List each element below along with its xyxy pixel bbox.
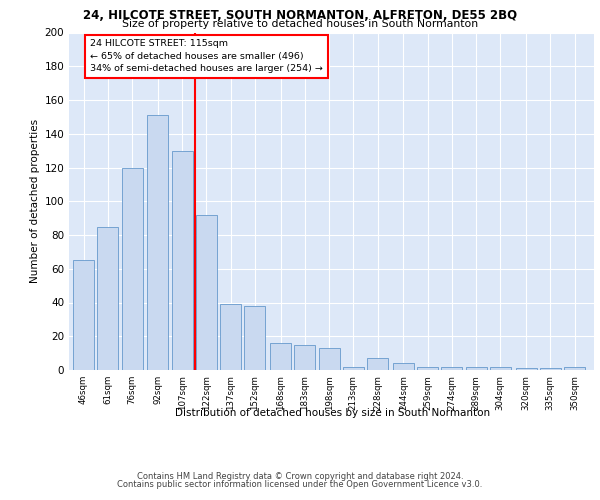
Bar xyxy=(564,366,585,370)
Bar xyxy=(367,358,388,370)
Bar xyxy=(417,366,438,370)
Bar xyxy=(540,368,561,370)
Bar xyxy=(244,306,265,370)
Bar xyxy=(172,150,193,370)
Bar xyxy=(196,215,217,370)
Y-axis label: Number of detached properties: Number of detached properties xyxy=(30,119,40,284)
Bar xyxy=(220,304,241,370)
Bar xyxy=(466,366,487,370)
Text: Contains public sector information licensed under the Open Government Licence v3: Contains public sector information licen… xyxy=(118,480,482,489)
Bar xyxy=(270,343,291,370)
Text: Size of property relative to detached houses in South Normanton: Size of property relative to detached ho… xyxy=(122,19,478,29)
Text: Distribution of detached houses by size in South Normanton: Distribution of detached houses by size … xyxy=(175,408,491,418)
Bar xyxy=(442,366,463,370)
Bar xyxy=(148,115,169,370)
Bar xyxy=(393,363,414,370)
Bar xyxy=(73,260,94,370)
Text: 24, HILCOTE STREET, SOUTH NORMANTON, ALFRETON, DE55 2BQ: 24, HILCOTE STREET, SOUTH NORMANTON, ALF… xyxy=(83,9,517,22)
Text: 24 HILCOTE STREET: 115sqm
← 65% of detached houses are smaller (496)
34% of semi: 24 HILCOTE STREET: 115sqm ← 65% of detac… xyxy=(90,40,323,73)
Bar xyxy=(515,368,536,370)
Bar xyxy=(121,168,143,370)
Bar xyxy=(343,366,364,370)
Text: Contains HM Land Registry data © Crown copyright and database right 2024.: Contains HM Land Registry data © Crown c… xyxy=(137,472,463,481)
Bar xyxy=(490,366,511,370)
Bar xyxy=(319,348,340,370)
Bar xyxy=(97,226,118,370)
Bar xyxy=(295,344,316,370)
